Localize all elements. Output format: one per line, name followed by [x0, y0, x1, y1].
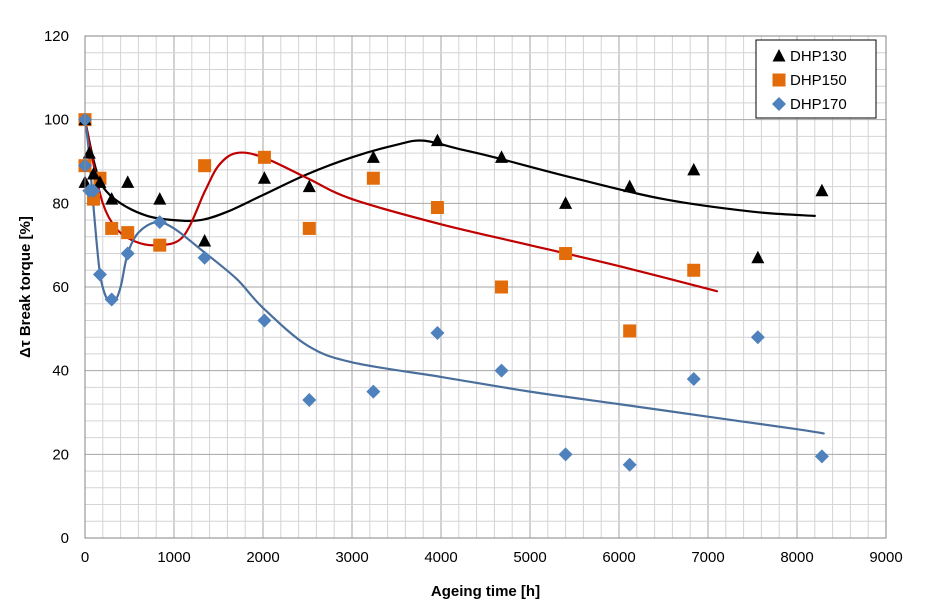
point-dhp150 — [198, 159, 212, 173]
y-axis-title: Δτ Break torque [%] — [17, 216, 34, 358]
x-tick-label: 3000 — [335, 549, 368, 566]
point-dhp170 — [152, 215, 167, 230]
x-tick-label: 1000 — [157, 549, 190, 566]
trend-line-dhp130 — [83, 118, 816, 222]
point-dhp170 — [622, 457, 637, 472]
point-dhp130 — [93, 175, 107, 188]
point-dhp150 — [302, 221, 316, 235]
point-dhp170 — [494, 363, 509, 378]
x-tick-label: 0 — [81, 549, 89, 566]
x-tick-label: 5000 — [513, 549, 546, 566]
x-tick-labels: 0 1000 2000 3000 4000 5000 6000 7000 8000 9000 — [81, 549, 903, 566]
legend-label-dhp130: DHP130 — [790, 48, 847, 65]
y-tick-label: 20 — [52, 446, 69, 463]
point-dhp150 — [687, 263, 701, 277]
point-dhp130 — [198, 233, 212, 247]
legend-marker-dhp130 — [772, 49, 786, 62]
data-points — [78, 112, 829, 472]
plot-area-border — [84, 35, 887, 539]
point-dhp130 — [495, 150, 509, 163]
point-dhp150 — [430, 201, 444, 215]
point-dhp150 — [153, 238, 167, 252]
point-dhp170 — [814, 449, 829, 464]
y-tick-label: 80 — [52, 195, 69, 212]
x-tick-label: 2000 — [246, 549, 279, 566]
point-dhp170 — [197, 250, 212, 265]
x-tick-label: 6000 — [602, 549, 635, 566]
point-dhp170 — [366, 384, 381, 399]
point-dhp170 — [92, 267, 107, 282]
point-dhp130 — [87, 167, 101, 180]
point-dhp150 — [559, 247, 573, 261]
legend-label-dhp150: DHP150 — [790, 72, 847, 89]
trend-line-dhp170 — [83, 118, 825, 435]
y-tick-labels: 0 20 40 60 80 100 120 — [44, 28, 69, 547]
point-dhp150 — [495, 280, 509, 294]
point-dhp170 — [558, 447, 573, 462]
legend: DHP130 DHP150 DHP170 — [755, 39, 877, 119]
point-dhp170 — [430, 326, 445, 341]
point-dhp130 — [257, 171, 271, 184]
x-tick-label: 7000 — [691, 549, 724, 566]
point-dhp130 — [815, 183, 829, 197]
point-dhp170 — [86, 183, 101, 198]
point-dhp170 — [750, 330, 765, 345]
y-tick-label: 120 — [44, 28, 69, 45]
x-tick-label: 4000 — [424, 549, 457, 566]
point-dhp130 — [687, 162, 701, 176]
point-dhp150 — [121, 226, 135, 240]
y-tick-label: 100 — [44, 112, 69, 129]
legend-label-dhp170: DHP170 — [790, 96, 847, 113]
y-tick-label: 60 — [52, 279, 69, 296]
y-tick-label: 0 — [61, 530, 69, 547]
point-dhp150 — [366, 171, 380, 185]
point-dhp150 — [623, 324, 637, 338]
x-tick-label: 9000 — [869, 549, 902, 566]
point-dhp130 — [623, 179, 637, 193]
x-axis-title: Ageing time [h] — [431, 583, 540, 600]
point-dhp130 — [121, 175, 135, 188]
point-dhp170 — [104, 292, 119, 307]
legend-marker-dhp170 — [772, 97, 786, 111]
point-dhp170 — [302, 392, 317, 407]
point-dhp130 — [430, 133, 444, 147]
y-tick-label: 40 — [52, 363, 69, 380]
point-dhp130 — [751, 250, 765, 264]
point-dhp130 — [366, 150, 380, 163]
point-dhp130 — [302, 179, 316, 193]
x-tick-label: 8000 — [780, 549, 813, 566]
point-dhp130 — [82, 146, 96, 159]
point-dhp130 — [105, 192, 119, 205]
legend-marker-dhp150 — [772, 73, 786, 87]
point-dhp130 — [559, 196, 573, 209]
point-dhp170 — [686, 372, 701, 387]
point-dhp170 — [120, 246, 135, 261]
point-dhp150 — [257, 150, 271, 164]
point-dhp130 — [153, 192, 167, 205]
point-dhp150 — [105, 221, 119, 235]
point-dhp170 — [257, 313, 272, 328]
